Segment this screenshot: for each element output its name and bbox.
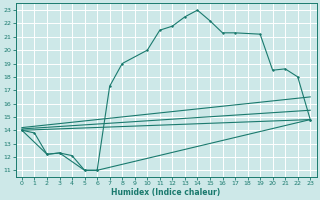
X-axis label: Humidex (Indice chaleur): Humidex (Indice chaleur)	[111, 188, 221, 197]
